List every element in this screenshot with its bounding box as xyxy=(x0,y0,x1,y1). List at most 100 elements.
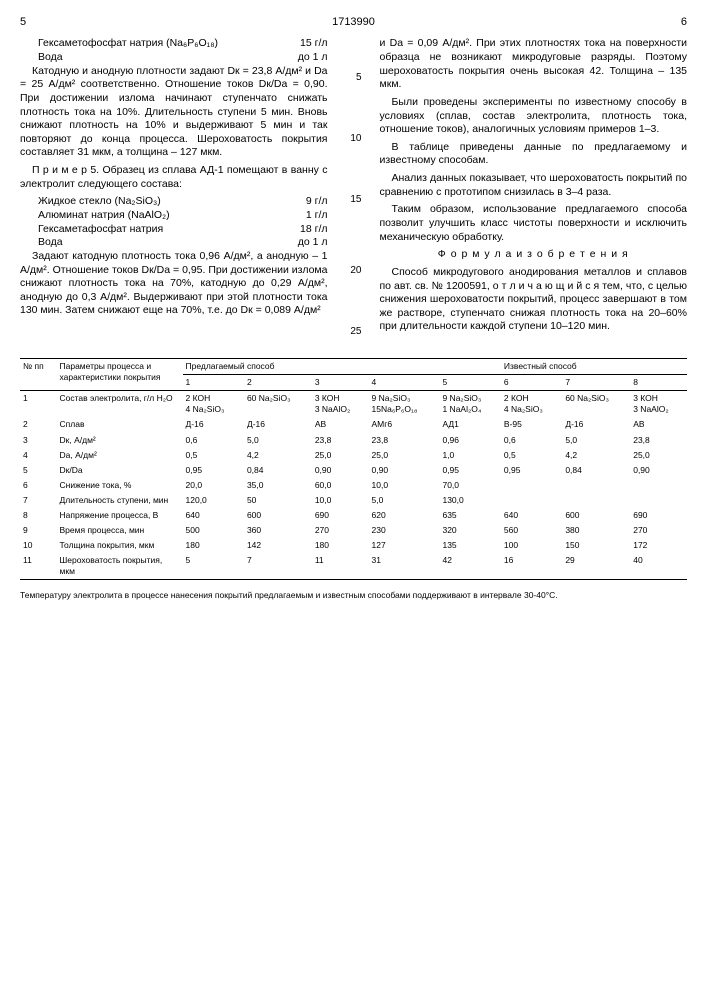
td-val: 35,0 xyxy=(244,478,312,493)
td-val: 9 Na₂SiO₃ 1 NaAl₂O₄ xyxy=(439,391,500,418)
td-val: 4,2 xyxy=(244,448,312,463)
td-val: Д-16 xyxy=(244,417,312,432)
td-val: 3 КОН 3 NaAlO₂ xyxy=(630,391,687,418)
paragraph: и Dа = 0,09 А/дм². При этих плотностях т… xyxy=(380,37,688,92)
recipe-line: Водадо 1 л xyxy=(20,51,328,65)
th-col: 2 xyxy=(244,375,312,391)
td-val: АВ xyxy=(312,417,369,432)
formula-title: Ф о р м у л а и з о б р е т е н и я xyxy=(380,248,688,262)
td-param: Сплав xyxy=(57,417,183,432)
two-column-body: Гексаметофосфат натрия (Na₆P₆O₁₈)15 г/л … xyxy=(20,37,687,338)
td-val: 0,84 xyxy=(562,463,630,478)
td-val: 60 Na₂SiO₃ xyxy=(562,391,630,418)
data-table: № пп Параметры процесса и характеристики… xyxy=(20,358,687,580)
td-val: 23,8 xyxy=(630,433,687,448)
td-val xyxy=(630,493,687,508)
td-val: 100 xyxy=(501,538,562,553)
td-val: 180 xyxy=(183,538,244,553)
td-num: 1 xyxy=(20,391,57,418)
recipe-line: Жидкое стекло (Na₂SiO₃)9 г/л xyxy=(20,195,328,209)
td-val: 0,5 xyxy=(183,448,244,463)
td-val: 230 xyxy=(369,523,440,538)
td-val: 0,96 xyxy=(439,433,500,448)
td-val: 560 xyxy=(501,523,562,538)
line-number: 15 xyxy=(346,193,362,206)
th-col: 1 xyxy=(183,375,244,391)
line-number: 5 xyxy=(346,71,362,84)
td-val: 180 xyxy=(312,538,369,553)
td-val: 31 xyxy=(369,553,440,580)
td-val: 0,95 xyxy=(501,463,562,478)
td-param: Напряжение процесса, В xyxy=(57,508,183,523)
td-val: 120,0 xyxy=(183,493,244,508)
td-val xyxy=(501,478,562,493)
td-val: 0,90 xyxy=(312,463,369,478)
td-val: 70,0 xyxy=(439,478,500,493)
td-val: 130,0 xyxy=(439,493,500,508)
td-val xyxy=(630,478,687,493)
td-val: 600 xyxy=(562,508,630,523)
td-num: 8 xyxy=(20,508,57,523)
td-val: 2 КОН 4 Na₂SiO₃ xyxy=(501,391,562,418)
td-val: 360 xyxy=(244,523,312,538)
page-header: 5 1713990 6 xyxy=(20,15,687,29)
td-val: 135 xyxy=(439,538,500,553)
td-num: 6 xyxy=(20,478,57,493)
td-val: 0,90 xyxy=(369,463,440,478)
td-val: 3 КОН 3 NaAlO₂ xyxy=(312,391,369,418)
td-param: Снижение тока, % xyxy=(57,478,183,493)
th-col: 4 xyxy=(369,375,440,391)
td-param: Dа, А/дм² xyxy=(57,448,183,463)
page-left: 5 xyxy=(20,15,50,29)
td-param: Шероховатость покрытия, мкм xyxy=(57,553,183,580)
td-val: 7 xyxy=(244,553,312,580)
td-val: 0,90 xyxy=(630,463,687,478)
td-param: Состав электролита, г/л H₂O xyxy=(57,391,183,418)
td-param: Dк/Dа xyxy=(57,463,183,478)
td-val: 127 xyxy=(369,538,440,553)
td-num: 10 xyxy=(20,538,57,553)
recipe-line: Гексаметофосфат натрия (Na₆P₆O₁₈)15 г/л xyxy=(20,37,328,51)
doc-number: 1713990 xyxy=(50,15,657,29)
line-number: 10 xyxy=(346,132,362,145)
td-val: 11 xyxy=(312,553,369,580)
td-param: Время процесса, мин xyxy=(57,523,183,538)
td-val: 5,0 xyxy=(562,433,630,448)
td-val: 25,0 xyxy=(312,448,369,463)
td-val: 0,95 xyxy=(439,463,500,478)
td-val: 5,0 xyxy=(244,433,312,448)
td-num: 4 xyxy=(20,448,57,463)
td-param: Длительность ступени, мин xyxy=(57,493,183,508)
td-val: 640 xyxy=(501,508,562,523)
td-val: 10,0 xyxy=(369,478,440,493)
line-number: 25 xyxy=(346,325,362,338)
paragraph: П р и м е р 5. Образец из сплава АД-1 по… xyxy=(20,164,328,191)
td-val: 270 xyxy=(312,523,369,538)
td-val: 600 xyxy=(244,508,312,523)
paragraph: Таким образом, использование предлагаемо… xyxy=(380,203,688,244)
paragraph: Задают катодную плотность тока 0,96 А/дм… xyxy=(20,250,328,318)
right-column: и Dа = 0,09 А/дм². При этих плотностях т… xyxy=(380,37,688,338)
td-val: АВ xyxy=(630,417,687,432)
td-param: Dк, А/дм² xyxy=(57,433,183,448)
paragraph: Были проведены эксперименты по известном… xyxy=(380,96,688,137)
td-num: 5 xyxy=(20,463,57,478)
td-val: АД1 xyxy=(439,417,500,432)
td-val: 0,6 xyxy=(183,433,244,448)
td-val xyxy=(562,493,630,508)
line-number-gutter: 5 10 15 20 25 xyxy=(346,37,362,338)
td-val: 500 xyxy=(183,523,244,538)
th-params: Параметры процесса и характеристики покр… xyxy=(57,359,183,391)
td-val: 380 xyxy=(562,523,630,538)
td-val: 25,0 xyxy=(369,448,440,463)
td-val: 10,0 xyxy=(312,493,369,508)
line-number: 20 xyxy=(346,264,362,277)
paragraph: В таблице приведены данные по предлагаем… xyxy=(380,141,688,168)
td-val xyxy=(501,493,562,508)
td-val: 690 xyxy=(630,508,687,523)
td-val: 270 xyxy=(630,523,687,538)
paragraph: Анализ данных показывает, что шероховато… xyxy=(380,172,688,199)
paragraph: Способ микродугового анодирования металл… xyxy=(380,266,688,334)
td-val: 2 КОН 4 Na₂SiO₃ xyxy=(183,391,244,418)
td-val: 640 xyxy=(183,508,244,523)
